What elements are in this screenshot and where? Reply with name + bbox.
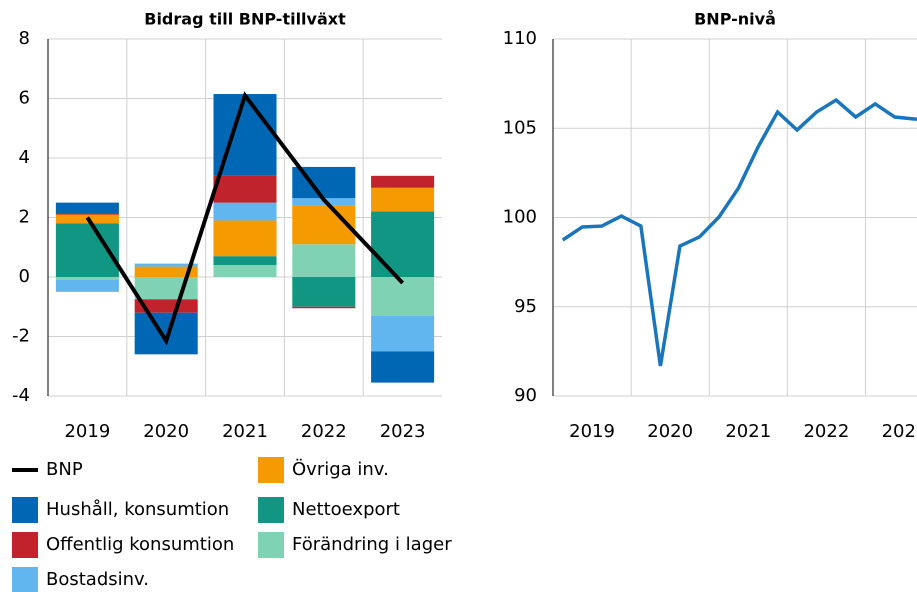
- x-tick-label: 2022: [301, 421, 347, 442]
- bar-segment: [134, 266, 198, 277]
- legend-label: Hushåll, konsumtion: [46, 499, 229, 520]
- legend-swatch: [12, 567, 38, 592]
- legend-swatch: [258, 497, 284, 523]
- bar-segment: [213, 175, 277, 203]
- legend-label: Offentlig konsumtion: [46, 534, 234, 555]
- legend-label: BNP: [46, 459, 83, 480]
- x-tick-label: 2021: [222, 421, 268, 442]
- bar-segment: [371, 351, 435, 383]
- bar-segment: [371, 211, 435, 277]
- legend-label: Övriga inv.: [292, 458, 389, 480]
- y-tick-label: 6: [19, 88, 30, 109]
- legend-label: Förändring i lager: [292, 534, 452, 555]
- bar-segment: [292, 244, 356, 277]
- bar-segment: [55, 277, 119, 280]
- bar-segment: [134, 312, 198, 355]
- y-tick-label: 90: [514, 385, 537, 406]
- x-tick-label: 2023: [882, 421, 917, 442]
- bar-segment: [55, 202, 119, 214]
- y-tick-label: 105: [503, 117, 537, 138]
- bar-segment: [371, 277, 435, 316]
- bar-segment: [371, 315, 435, 352]
- line: [561, 97, 917, 367]
- y-tick-label: 4: [19, 147, 30, 168]
- x-tick-label: 2023: [380, 421, 426, 442]
- legend-swatch: [12, 532, 38, 558]
- legend-label: Nettoexport: [292, 499, 400, 520]
- legend-swatch: [258, 457, 284, 483]
- bar-segment: [371, 187, 435, 212]
- legend-label: Bostadsinv.: [46, 569, 149, 590]
- bar-segment: [292, 277, 356, 307]
- bar-segment: [134, 277, 198, 300]
- chart-title: BNP-nivå: [694, 10, 776, 29]
- bar-segment: [213, 220, 277, 257]
- y-tick-label: 0: [19, 266, 30, 287]
- bar-segment: [55, 213, 119, 215]
- y-tick-label: 95: [514, 296, 537, 317]
- y-tick-label: 2: [19, 207, 30, 228]
- bar-segment: [55, 279, 119, 292]
- y-tick-label: 8: [19, 28, 30, 49]
- legend-swatch: [12, 497, 38, 523]
- chart-title: Bidrag till BNP-tillväxt: [144, 10, 346, 29]
- y-tick-label: 110: [503, 28, 537, 49]
- bar-segment: [134, 263, 198, 267]
- y-tick-label: -2: [12, 326, 30, 347]
- bar-segment: [213, 265, 277, 277]
- bar-segment: [213, 256, 277, 266]
- bar-segment: [292, 306, 356, 309]
- y-tick-label: -4: [12, 385, 30, 406]
- x-tick-label: 2019: [64, 421, 110, 442]
- bar-segment: [371, 175, 435, 188]
- x-tick-label: 2019: [569, 421, 615, 442]
- legend-swatch: [258, 532, 284, 558]
- y-tick-label: 100: [503, 207, 537, 228]
- bar-segment: [292, 205, 356, 245]
- x-tick-label: 2020: [143, 421, 189, 442]
- bar-segment: [134, 299, 198, 313]
- x-tick-label: 2020: [647, 421, 693, 442]
- x-tick-label: 2022: [803, 421, 849, 442]
- line: [85, 91, 405, 346]
- x-tick-label: 2021: [725, 421, 771, 442]
- bar-segment: [213, 202, 277, 221]
